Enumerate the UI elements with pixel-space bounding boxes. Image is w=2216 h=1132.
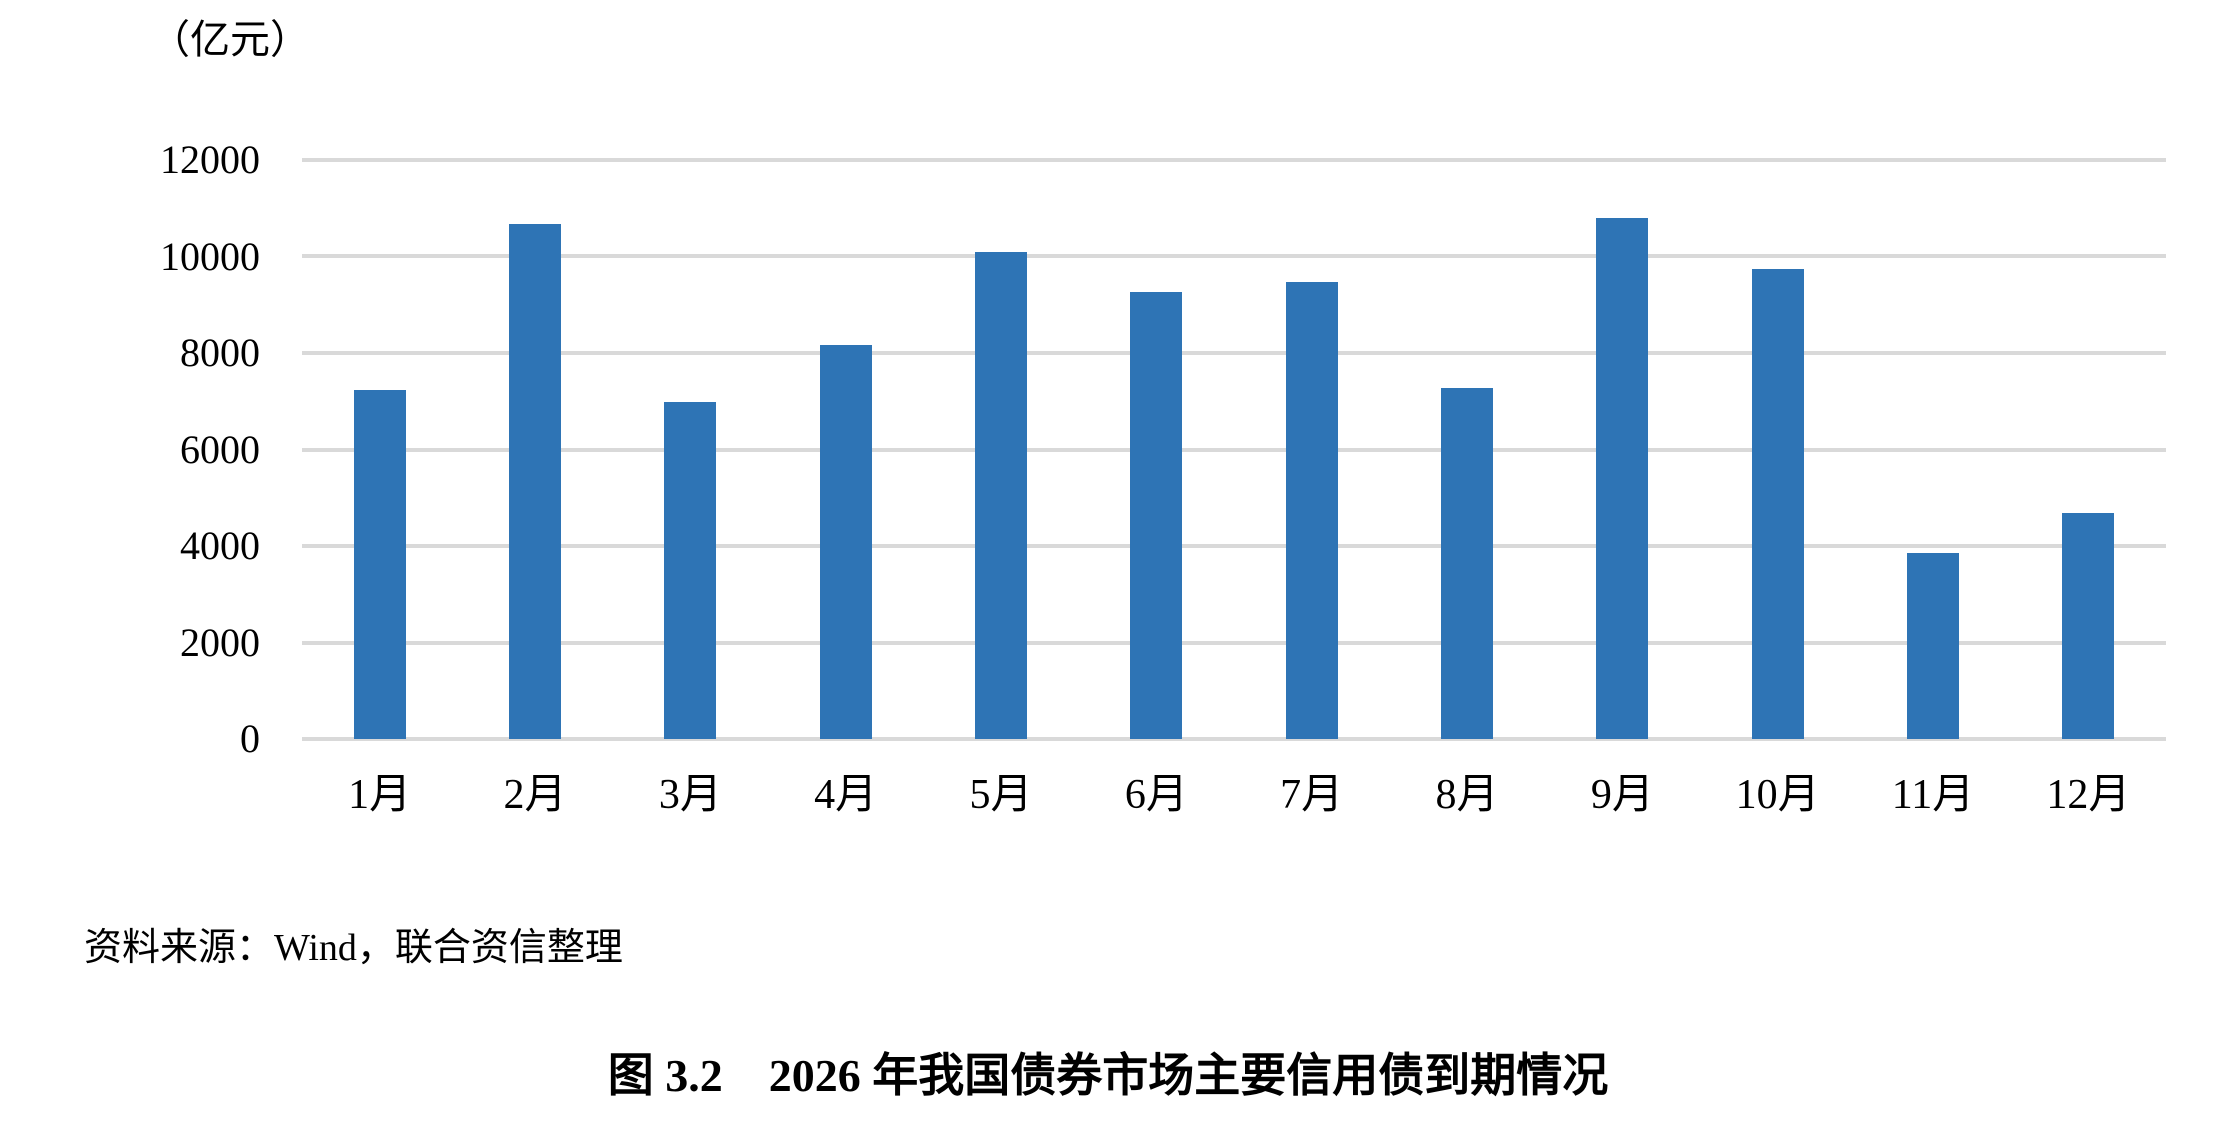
gridline-2000 [302, 640, 2166, 645]
figure-caption: 图 3.2 2026 年我国债券市场主要信用债到期情况 [607, 1050, 1609, 1101]
x-axis-label-2月: 2月 [503, 772, 567, 818]
y-tick-label: 12000 [160, 137, 260, 182]
bar-4月 [819, 345, 872, 739]
bar-10月 [1751, 269, 1804, 739]
gridline-6000 [302, 447, 2166, 452]
x-axis-label-8月: 8月 [1435, 772, 1499, 818]
y-tick-label: 2000 [180, 619, 260, 665]
bar-5月 [975, 251, 1027, 739]
y-tick-label: 0 [240, 716, 260, 761]
bar-6月 [1130, 292, 1183, 739]
y-axis-unit-label: （亿元） [150, 17, 310, 62]
x-axis-label-10月: 10月 [1735, 772, 1820, 818]
bar-1月 [353, 390, 406, 739]
bar-12月 [2062, 512, 2115, 739]
plot-area [302, 158, 2166, 741]
y-tick-label: 4000 [180, 523, 260, 568]
x-axis-label-6月: 6月 [1124, 772, 1188, 818]
x-axis-label-9月: 9月 [1590, 772, 1654, 818]
y-tick-label: 8000 [180, 330, 260, 375]
bar-9月 [1596, 218, 1649, 739]
x-axis-label-4月: 4月 [814, 772, 878, 818]
x-axis-label-3月: 3月 [658, 772, 722, 818]
bar-8月 [1441, 388, 1493, 739]
x-axis-label-7月: 7月 [1280, 772, 1344, 818]
source-note: 资料来源：Wind，联合资信整理 [84, 927, 623, 969]
gridline-12000 [302, 158, 2166, 162]
x-axis-label-5月: 5月 [969, 772, 1033, 818]
bar-3月 [664, 402, 717, 739]
x-axis-label-11月: 11月 [1891, 772, 1975, 818]
y-tick-label: 10000 [160, 233, 260, 279]
bar-7月 [1285, 282, 1338, 739]
x-axis-label-1月: 1月 [348, 772, 412, 818]
gridline-4000 [302, 543, 2166, 548]
gridline-8000 [302, 350, 2166, 355]
bar-11月 [1907, 553, 1959, 739]
y-tick-label: 6000 [180, 426, 260, 472]
gridline-0 [302, 737, 2166, 741]
gridline-10000 [302, 254, 2166, 259]
x-axis-label-12月: 12月 [2046, 772, 2131, 818]
bar-2月 [509, 224, 561, 739]
